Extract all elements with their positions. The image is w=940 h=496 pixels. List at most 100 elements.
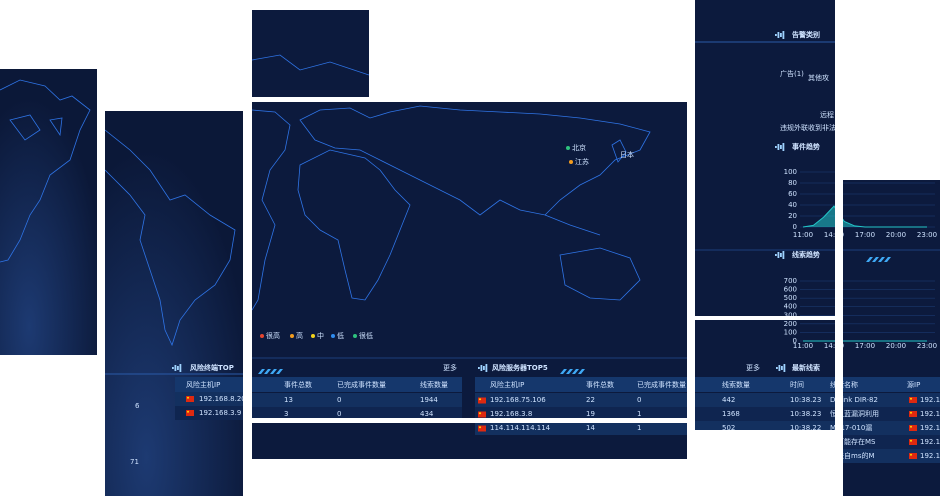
legend-label: 低 [337,331,344,340]
legend-dot [290,334,294,338]
icon-bar [780,253,782,257]
decor-stripe [566,369,573,374]
cell: 192.168.3.9 [199,409,241,417]
flag-star [910,453,912,456]
icon-bar [177,366,179,370]
table-row-bg [175,392,243,406]
panel [695,0,835,316]
flag-star [910,397,912,400]
continent [297,149,411,301]
cell: 192.1 [920,410,940,418]
column-header: 事件总数 [586,380,614,389]
more-link[interactable]: 更多 [746,363,760,372]
flag [186,410,194,416]
column-header: 线索数量 [722,380,750,389]
icon-bar [780,33,782,37]
y-tick-label: 80 [788,179,797,187]
cell: 到可能存在MS [830,437,876,446]
y-tick-label: 500 [784,294,797,302]
legend-dot [260,334,264,338]
cell: 0 [337,396,341,404]
x-tick-label: 23:00 [917,231,937,239]
continent [0,79,91,263]
decor-stripe [572,369,579,374]
panel [105,111,243,496]
icon-bar [775,146,777,148]
pie-label: 广告(1) [780,69,804,78]
cell: 192.168.8.20 [199,395,246,403]
legend-label: 很高 [266,331,280,340]
more-link[interactable]: 更多 [443,363,457,372]
cell: 10:38.23 [790,410,821,418]
column-header: 事件总数 [284,380,312,389]
icon-bar [780,145,782,149]
cell: D-Link DIR-82 [830,396,878,404]
cell: 恒之蓝漏洞利用 [830,409,879,418]
table-row-bg [252,393,462,407]
legend-dot [331,334,335,338]
column-header: 已完成事件数量 [337,380,386,389]
place-label: 北京 [572,143,586,152]
table-row-bg [695,393,940,407]
flag-star [479,412,481,415]
icon-bar [777,144,780,150]
legend-dot [311,334,315,338]
panel-title: 风险服务器TOP5 [492,363,548,372]
continent [252,109,291,311]
decor-stripe [258,369,265,374]
icon-bar [775,254,777,256]
cell: MS17-010漏 [830,423,872,432]
icon-bar [782,251,785,259]
column-header: 风险主机IP [490,380,524,389]
cell: 0 [337,410,341,418]
flag-star [479,426,481,429]
icon-bar [781,366,783,370]
cell: 1 [637,410,641,418]
trend-area [802,205,927,228]
icon-bar [782,31,785,39]
pie-label: 其他攻 [808,73,829,82]
x-tick-label: 11:00 [793,231,813,239]
x-tick-label: 17:00 [855,342,875,350]
continent [544,214,641,301]
table-row-bg [695,407,940,421]
cell: 192.1 [920,438,940,446]
stat-number: 71 [130,458,139,466]
panel-title: 事件趋势 [792,142,820,151]
x-tick-label: 14:00 [824,342,844,350]
panel-title: 风险终端TOP [190,363,234,372]
flag [478,425,486,432]
decor-stripe [866,257,873,262]
flag-star [187,410,189,413]
cell: 442 [722,396,735,404]
legend-label: 中 [317,331,324,340]
cell: 192.168.3.8 [490,410,532,418]
pie-label: 违规外联收到非法 [780,123,836,132]
continent [105,129,236,347]
flag-star [910,425,912,428]
panel-title: 告警类别 [792,30,820,39]
cell: 10:38.22 [790,424,821,432]
legend-label: 高 [296,331,303,340]
x-tick-label: 17:00 [855,231,875,239]
icon-bar [782,143,785,151]
world-map [252,105,687,359]
flag [186,396,194,402]
y-tick-label: 100 [784,328,797,336]
flag [478,411,486,418]
cell: 到来自ms的M [830,451,875,460]
y-tick-label: 300 [784,311,797,319]
icon-bar [783,364,786,372]
icon-bar [478,367,480,369]
place-label: 江苏 [575,157,589,166]
y-tick-label: 0 [793,337,797,345]
column-header: 源IP [907,380,920,389]
legend-dot [353,334,357,338]
cell: 192.1 [920,396,940,404]
flag [478,397,486,404]
world-map [105,129,236,347]
y-tick-label: 600 [784,286,797,294]
table-row-bg [175,406,243,420]
